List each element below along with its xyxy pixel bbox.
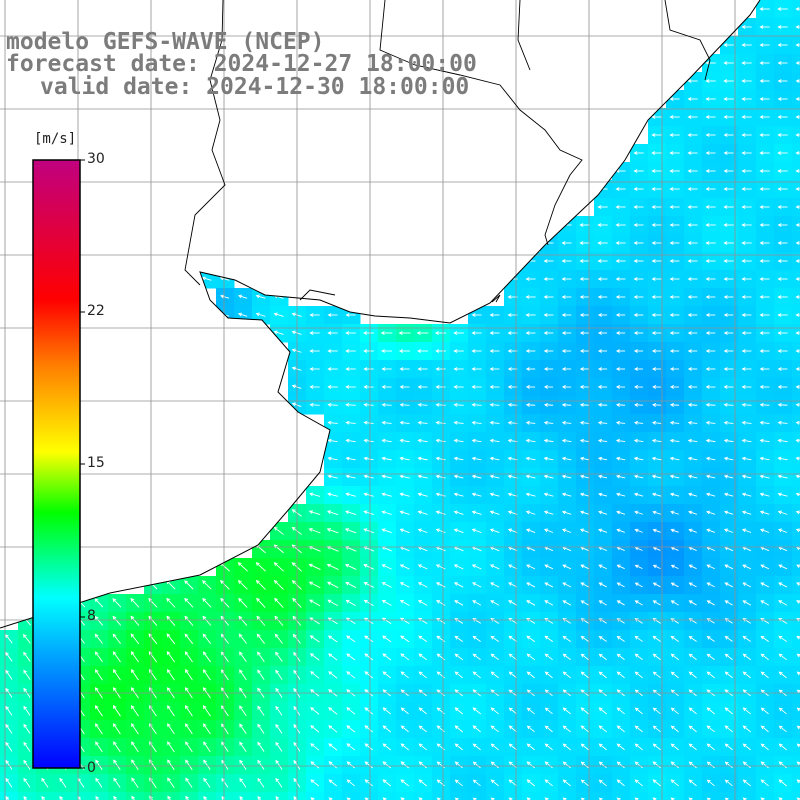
colorbar: [32, 159, 81, 769]
colorbar-tick-30: 30: [87, 151, 105, 167]
colorbar-unit: [m/s]: [34, 131, 77, 147]
land-mask: [0, 0, 760, 628]
colorbar-ticks: [80, 159, 85, 769]
colorbar-tick-22: 22: [87, 303, 105, 319]
valid-date: valid date: 2024-12-30 18:00:00: [40, 74, 470, 100]
colorbar-tick-15: 15: [87, 455, 105, 471]
coastline: [0, 0, 761, 629]
colorbar-tick-0: 0: [87, 760, 96, 776]
forecast-date: forecast date: 2024-12-27 18:00:00: [6, 51, 477, 77]
model-title: modelo GEFS-WAVE (NCEP): [6, 29, 325, 55]
colorbar-tick-8: 8: [87, 608, 96, 624]
wind-arrows: [5, 7, 800, 800]
